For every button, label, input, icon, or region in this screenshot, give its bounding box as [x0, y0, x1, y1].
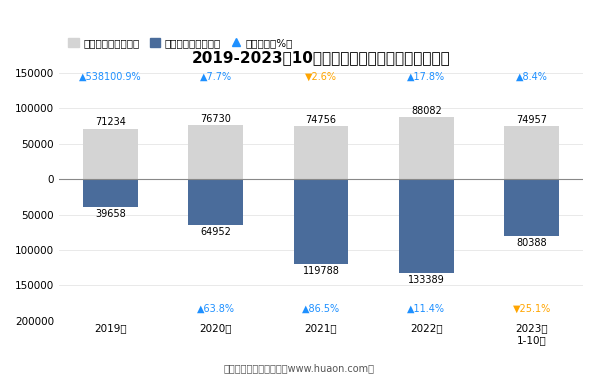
- Text: 88082: 88082: [411, 105, 442, 116]
- Text: ▲11.4%: ▲11.4%: [407, 303, 446, 313]
- Text: 71234: 71234: [95, 117, 126, 128]
- Text: 制图：华经产业研究院（www.huaon.com）: 制图：华经产业研究院（www.huaon.com）: [224, 363, 374, 373]
- Text: 76730: 76730: [200, 114, 231, 124]
- Bar: [399, 117, 454, 179]
- Text: 39658: 39658: [95, 209, 126, 219]
- Text: ▼25.1%: ▼25.1%: [512, 303, 551, 313]
- Text: 74756: 74756: [306, 115, 337, 125]
- Bar: [83, 179, 138, 207]
- Text: ▲7.7%: ▲7.7%: [200, 72, 232, 81]
- Text: 119788: 119788: [303, 266, 340, 276]
- Text: ▲538100.9%: ▲538100.9%: [79, 72, 142, 81]
- Bar: [504, 179, 559, 236]
- Bar: [83, 129, 138, 179]
- Text: ▲86.5%: ▲86.5%: [302, 303, 340, 313]
- Legend: 出口总额（万美元）, 进口总额（万美元）, 同比增速（%）: 出口总额（万美元）, 进口总额（万美元）, 同比增速（%）: [65, 34, 297, 52]
- Bar: [399, 179, 454, 273]
- Bar: [188, 179, 243, 225]
- Text: ▲63.8%: ▲63.8%: [197, 303, 234, 313]
- Title: 2019-2023年10月重庆江津综合保税区进、出口额: 2019-2023年10月重庆江津综合保税区进、出口额: [192, 50, 450, 65]
- Bar: [294, 179, 349, 264]
- Bar: [188, 125, 243, 179]
- Bar: [294, 126, 349, 179]
- Text: 80388: 80388: [517, 238, 547, 248]
- Text: 64952: 64952: [200, 227, 231, 237]
- Text: ▼2.6%: ▼2.6%: [305, 72, 337, 81]
- Text: ▲8.4%: ▲8.4%: [516, 72, 548, 81]
- Text: 74957: 74957: [516, 115, 547, 125]
- Bar: [504, 126, 559, 179]
- Text: ▲17.8%: ▲17.8%: [407, 72, 446, 81]
- Text: 133389: 133389: [408, 275, 445, 285]
